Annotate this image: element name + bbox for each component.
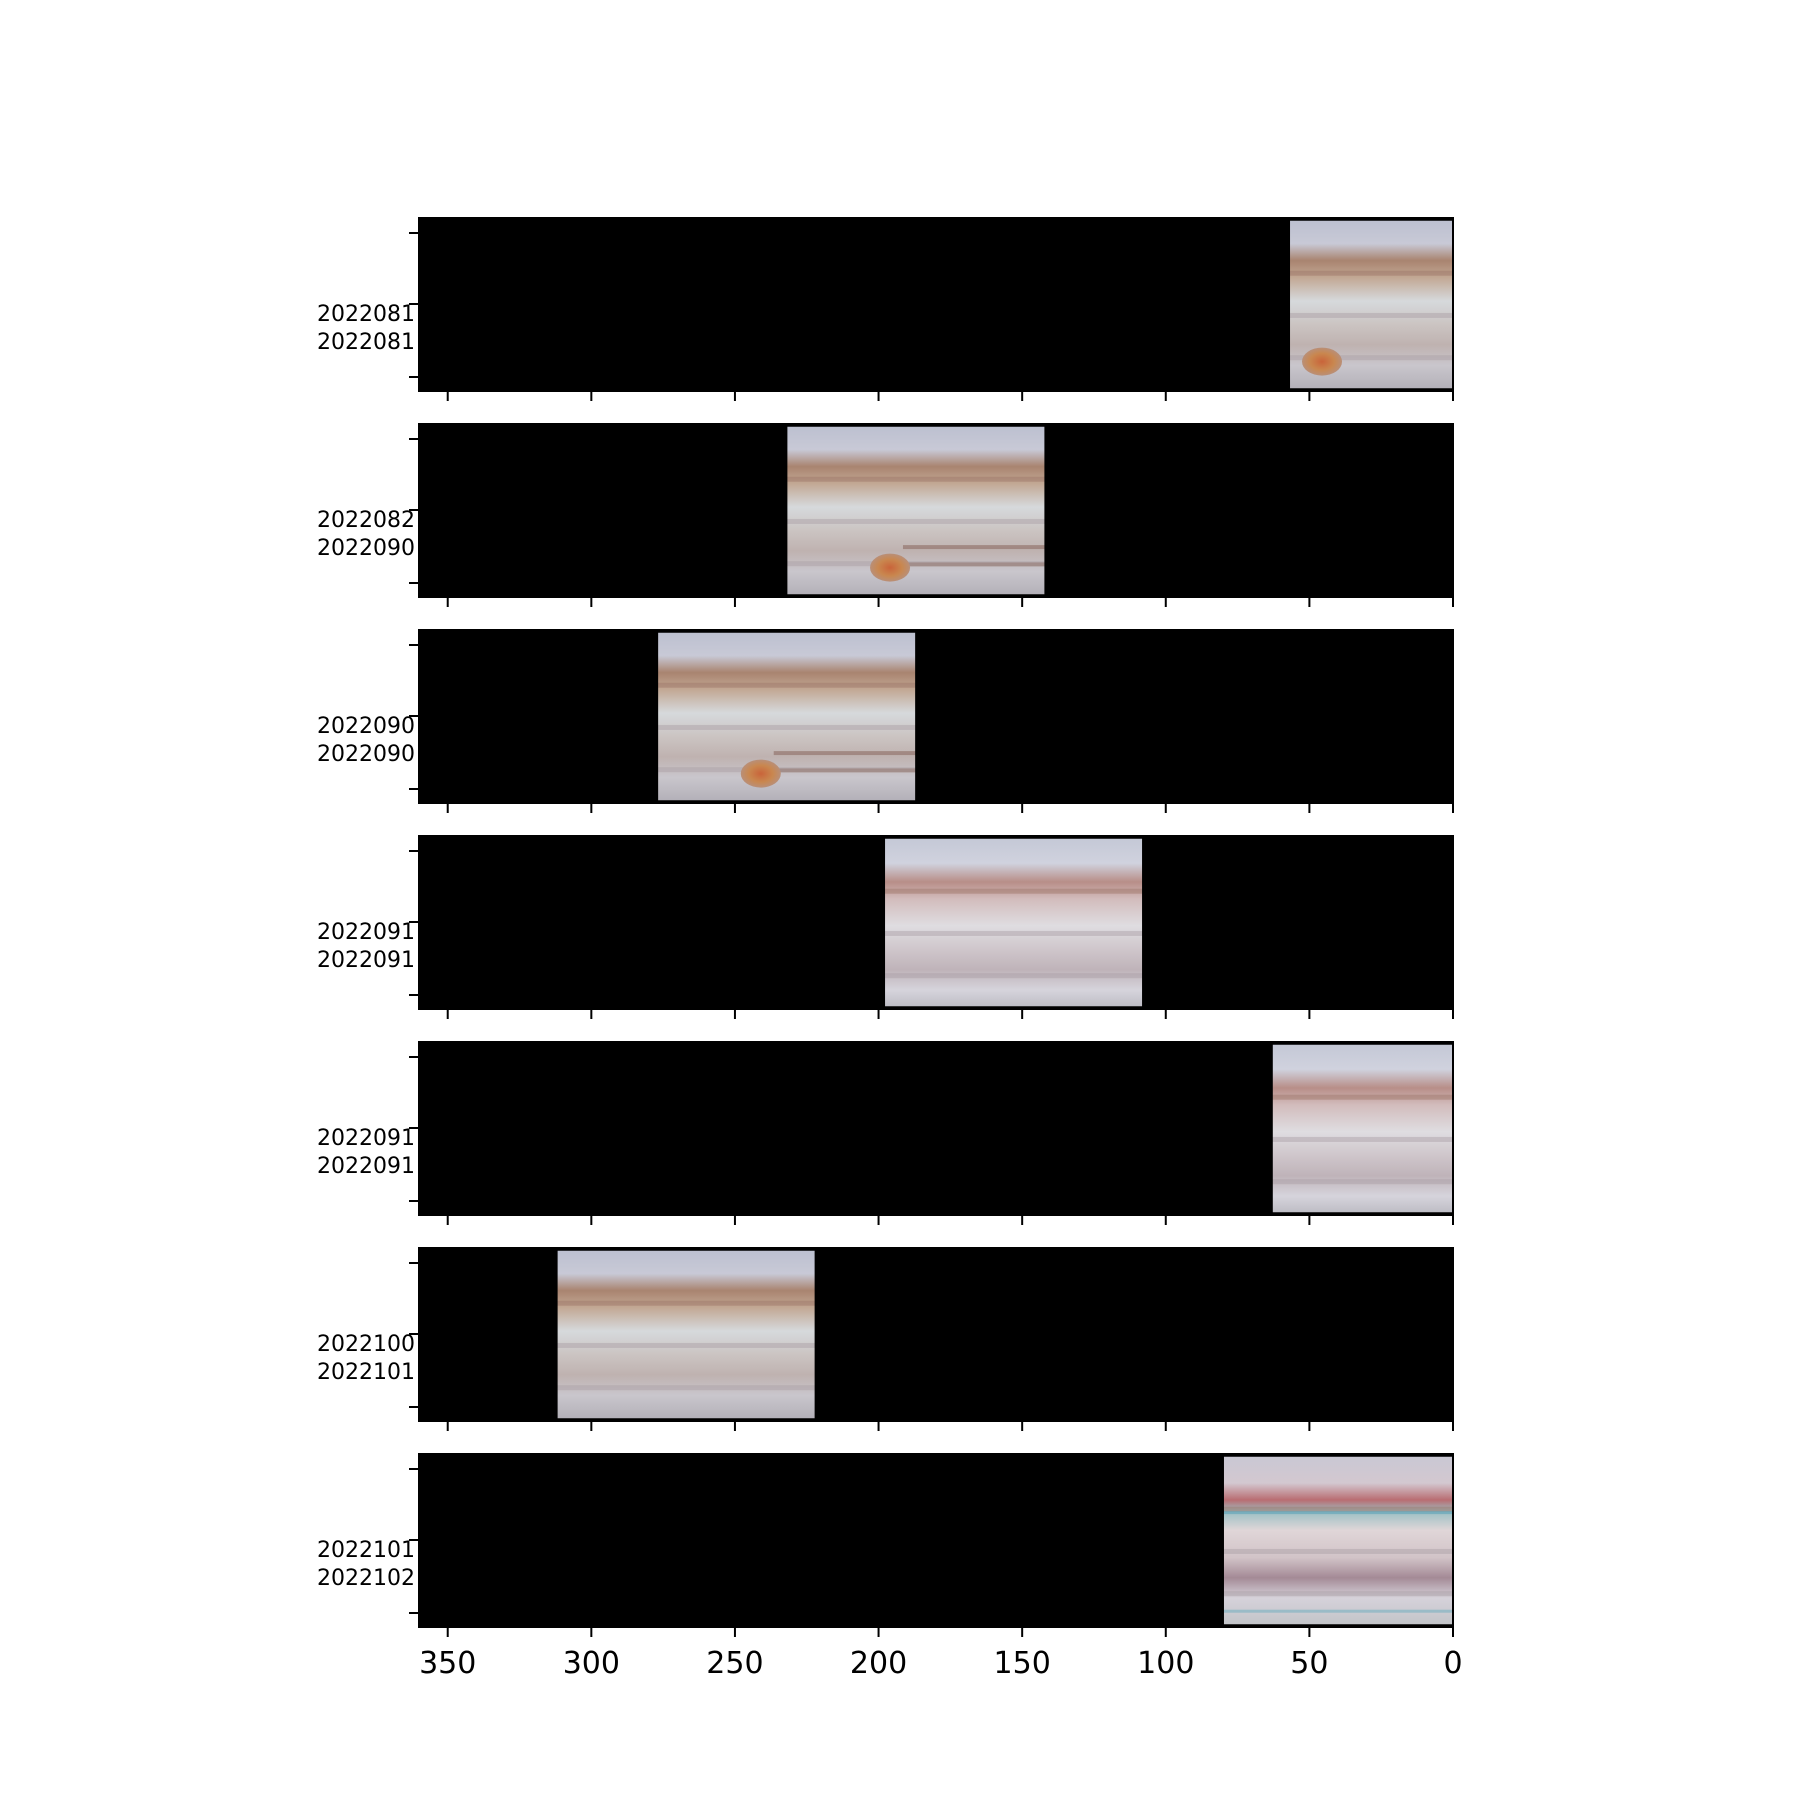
y-tick-label: 2022090 <box>317 742 415 767</box>
planet-band <box>556 1300 816 1306</box>
y-tick-label: 2022081 <box>317 302 415 327</box>
panel-4: 2022091 2022091 <box>317 835 1454 1019</box>
y-tick-label: 2022090 <box>317 536 415 561</box>
image-frame <box>883 837 1144 1008</box>
planet-image <box>786 426 1046 595</box>
planet-band <box>1289 355 1453 361</box>
panel-7: 2022101 2022102 350 300 250 200 150 100 50 0 <box>317 1453 1463 1681</box>
panel-6: 2022100 2022101 <box>317 1247 1454 1431</box>
planet-band <box>786 518 1046 524</box>
y-tick-label: 2022091 <box>317 920 415 945</box>
planet-band <box>902 545 1046 550</box>
planet-band <box>1289 312 1453 318</box>
y-tick-label: 2022102 <box>317 1566 415 1591</box>
x-tick-label: 350 <box>419 1646 476 1681</box>
x-tick-label: 200 <box>850 1646 907 1681</box>
panel-1: 2022081 2022081 <box>317 217 1454 401</box>
y-tick-label: 2022100 <box>317 1332 415 1357</box>
y-tick-label: 2022091 <box>317 948 415 973</box>
planet-image <box>1223 1456 1453 1625</box>
planet-band <box>902 562 1046 567</box>
y-tick-label: 2022081 <box>317 330 415 355</box>
planet-band <box>1272 1179 1453 1185</box>
planet-band <box>657 682 916 688</box>
planet-band <box>1289 270 1453 276</box>
planet-band <box>1272 1136 1453 1142</box>
x-tick-label: 250 <box>706 1646 763 1681</box>
panel-background <box>419 218 1453 391</box>
image-frame <box>556 1249 817 1420</box>
planet-band <box>773 768 916 773</box>
x-tick-label: 150 <box>994 1646 1051 1681</box>
planet-band <box>556 1385 816 1391</box>
y-tick-label: 2022090 <box>317 714 415 739</box>
y-tick-label: 2022091 <box>317 1126 415 1151</box>
great-red-spot <box>1302 347 1343 376</box>
planet-band <box>1223 1591 1453 1597</box>
planet-band <box>884 888 1143 894</box>
great-red-spot <box>870 553 911 582</box>
x-tick-label: 0 <box>1443 1646 1462 1681</box>
great-red-spot <box>740 759 781 788</box>
planet-band <box>884 930 1143 936</box>
image-frame <box>656 631 917 802</box>
y-tick-label: 2022101 <box>317 1538 415 1563</box>
planet-band <box>657 724 916 730</box>
planet-band <box>786 476 1046 482</box>
planet-band <box>1223 1609 1453 1613</box>
planet-band <box>556 1342 816 1348</box>
x-tick-label: 50 <box>1290 1646 1328 1681</box>
y-tick-label: 2022091 <box>317 1154 415 1179</box>
planet-band <box>1223 1511 1453 1515</box>
planet-image <box>1272 1044 1453 1213</box>
planet-image <box>657 632 916 801</box>
panel-2: 2022082 2022090 <box>317 423 1454 607</box>
y-tick-label: 2022101 <box>317 1360 415 1385</box>
planet-image <box>556 1250 816 1419</box>
panel-3: 2022090 2022090 <box>317 629 1454 813</box>
planet-band <box>1223 1548 1453 1554</box>
planet-band <box>884 973 1143 979</box>
planet-band <box>1223 1506 1453 1512</box>
x-tick-label: 300 <box>563 1646 620 1681</box>
image-frame <box>785 425 1046 596</box>
panel-5: 2022091 2022091 <box>317 1041 1454 1225</box>
planet-band <box>773 751 916 756</box>
planet-band <box>1272 1094 1453 1100</box>
x-tick-label: 100 <box>1137 1646 1194 1681</box>
planet-image <box>884 838 1143 1007</box>
panel-background <box>419 630 1453 803</box>
y-tick-label: 2022082 <box>317 508 415 533</box>
